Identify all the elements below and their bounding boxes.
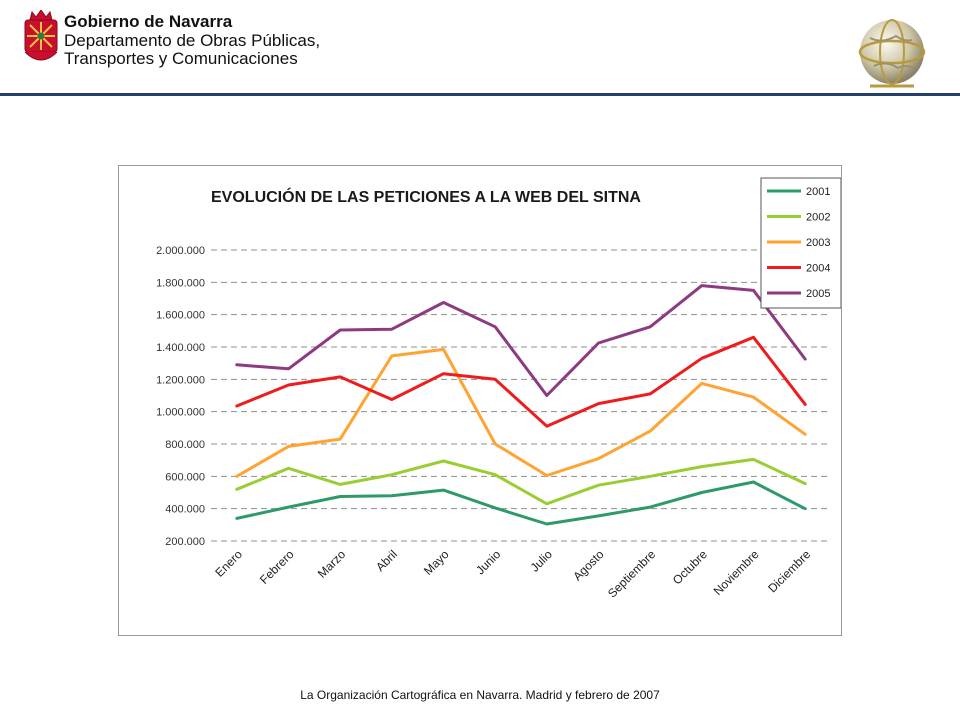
y-tick-label: 200.000 (165, 536, 205, 548)
y-tick-label: 2.000.000 (156, 245, 205, 257)
header-divider (0, 93, 960, 96)
y-axis-ticks: 200.000 400.000 600.000 800.000 1.000.000 1.2… (156, 245, 205, 548)
x-axis-ticks: Enero Febrero Marzo Abril Mayo Junio Julio Agos… (212, 547, 813, 601)
page-footer: La Organización Cartográfica en Navarra.… (300, 688, 660, 702)
grid-lines (211, 249, 831, 542)
x-tick-label: Diciembre (765, 547, 813, 595)
y-tick-label: 800.000 (165, 439, 205, 451)
legend-label: 2005 (806, 288, 830, 300)
x-tick-label: Noviembre (711, 547, 762, 598)
chart-title: EVOLUCIÓN DE LAS PETICIONES A LA WEB DEL… (211, 187, 641, 206)
globe-logo-icon (858, 19, 926, 88)
chart-frame: EVOLUCIÓN DE LAS PETICIONES A LA WEB DEL… (118, 165, 842, 636)
series-line-2005 (235, 284, 807, 397)
series-line-2001 (235, 480, 807, 526)
y-tick-label: 400.000 (165, 504, 205, 516)
legend-label: 2004 (806, 263, 830, 275)
legend-label: 2001 (806, 186, 830, 198)
department-name: Departamento de Obras Públicas, Transpor… (64, 32, 384, 68)
x-tick-label: Octubre (670, 547, 710, 587)
navarra-crest-icon (24, 10, 58, 61)
x-tick-label: Julio (528, 547, 556, 575)
legend-label: 2002 (806, 212, 830, 224)
x-tick-label: Abril (373, 547, 400, 574)
series-lines (235, 284, 807, 526)
series-line-2004 (235, 335, 807, 428)
y-tick-label: 1.200.000 (156, 374, 205, 386)
legend-label: 2003 (806, 237, 830, 249)
x-tick-label: Enero (212, 547, 245, 580)
x-tick-label: Febrero (257, 547, 297, 587)
org-name: Gobierno de Navarra (64, 12, 233, 31)
department-line: Transportes y Comunicaciones (64, 49, 298, 68)
series-line-2003 (235, 347, 807, 478)
chart-legend: 2001 2002 2003 2004 2005 (760, 177, 841, 309)
y-tick-label: 1.400.000 (156, 342, 205, 354)
x-tick-label: Junio (473, 547, 503, 577)
x-tick-label: Marzo (315, 547, 349, 581)
x-tick-label: Septiembre (605, 547, 659, 601)
y-tick-label: 600.000 (165, 471, 205, 483)
department-line: Departamento de Obras Públicas, (64, 31, 321, 50)
y-tick-label: 1.000.000 (156, 407, 205, 419)
y-tick-label: 1.800.000 (156, 277, 205, 289)
line-chart: EVOLUCIÓN DE LAS PETICIONES A LA WEB DEL… (156, 177, 841, 601)
x-tick-label: Agosto (570, 547, 607, 584)
y-tick-label: 1.600.000 (156, 310, 205, 322)
series-line-2002 (235, 457, 807, 506)
page-header: Gobierno de Navarra Departamento de Obra… (0, 0, 960, 96)
x-tick-label: Mayo (421, 547, 452, 578)
